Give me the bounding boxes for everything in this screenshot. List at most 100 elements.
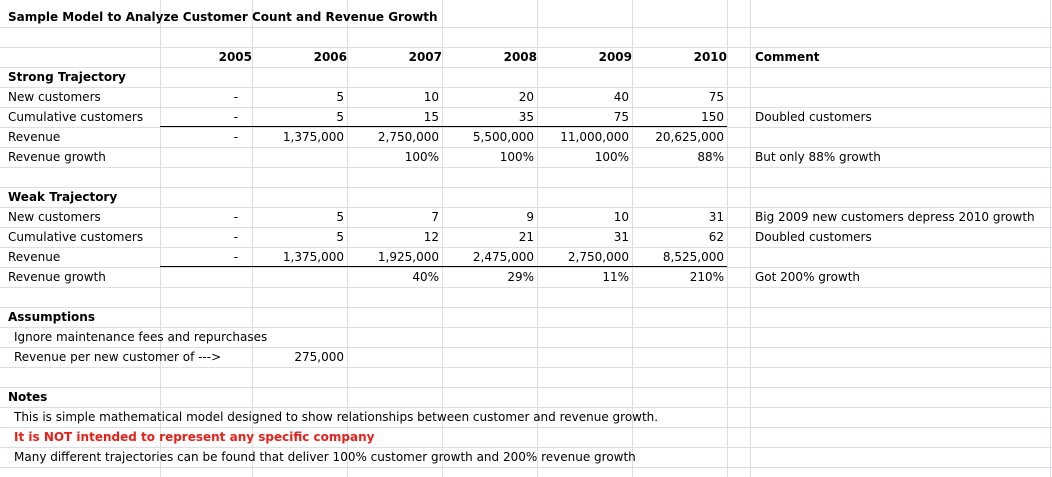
row-gridline <box>0 287 1052 288</box>
row-label: Revenue <box>8 130 61 144</box>
row-gridline <box>0 267 1052 268</box>
cell-value: 1,925,000 <box>377 250 439 264</box>
year-header-2005: 2005 <box>218 50 252 64</box>
note-warning: It is NOT intended to represent any spec… <box>14 430 375 444</box>
row-label: Cumulative customers <box>8 110 144 124</box>
row-gridline <box>0 367 1052 368</box>
row-gridline <box>0 467 1052 468</box>
year-header-2006: 2006 <box>313 50 347 64</box>
cell-value: 29% <box>507 270 534 284</box>
year-header-2009: 2009 <box>598 50 632 64</box>
sum-border-line <box>160 126 727 127</box>
column-gridline <box>537 0 538 477</box>
cell-value: 2,750,000 <box>567 250 629 264</box>
cell-value: 5 <box>336 230 344 244</box>
revenue-per-customer-value: 275,000 <box>294 350 344 364</box>
cell-value: 100% <box>499 150 534 164</box>
assumption-line: Ignore maintenance fees and repurchases <box>14 330 268 344</box>
row-gridline <box>0 87 1052 88</box>
note-line: Many different trajectories can be found… <box>14 450 636 464</box>
row-label: New customers <box>8 210 101 224</box>
row-label: New customers <box>8 90 101 104</box>
row-label: Cumulative customers <box>8 230 144 244</box>
row-gridline <box>0 227 1052 228</box>
column-gridline <box>347 0 348 477</box>
cell-value: 10 <box>613 210 629 224</box>
cell-value: 12 <box>423 230 439 244</box>
row-gridline <box>0 387 1052 388</box>
cell-value: 40% <box>412 270 439 284</box>
sheet-title: Sample Model to Analyze Customer Count a… <box>8 10 438 24</box>
row-comment: Doubled customers <box>755 230 872 244</box>
comment-header: Comment <box>755 50 820 64</box>
column-gridline <box>632 0 633 477</box>
row-gridline <box>0 47 1052 48</box>
cell-value: 31 <box>708 210 724 224</box>
strong-trajectory-heading: Strong Trajectory <box>8 70 126 84</box>
cell-value: 40 <box>613 90 629 104</box>
cell-value: 11% <box>602 270 629 284</box>
cell-value: - <box>233 130 238 144</box>
row-comment: Got 200% growth <box>755 270 861 284</box>
row-gridline <box>0 147 1052 148</box>
cell-value: 62 <box>708 230 724 244</box>
column-gridline <box>160 0 161 477</box>
row-gridline <box>0 67 1052 68</box>
cell-value: 100% <box>404 150 439 164</box>
cell-value: 2,750,000 <box>377 130 439 144</box>
sum-border-line <box>160 266 727 267</box>
row-gridline <box>0 187 1052 188</box>
row-gridline <box>0 327 1052 328</box>
row-comment: Doubled customers <box>755 110 872 124</box>
row-gridline <box>0 407 1052 408</box>
column-gridline <box>252 0 253 477</box>
row-comment: But only 88% growth <box>755 150 881 164</box>
cell-value: 210% <box>689 270 724 284</box>
cell-value: 2,475,000 <box>472 250 534 264</box>
cell-value: 7 <box>431 210 439 224</box>
cell-value: 75 <box>613 110 629 124</box>
cell-value: 88% <box>697 150 724 164</box>
column-gridline <box>750 0 751 477</box>
row-label: Revenue growth <box>8 150 106 164</box>
note-line: This is simple mathematical model design… <box>14 410 659 424</box>
cell-value: 11,000,000 <box>560 130 629 144</box>
row-gridline <box>0 247 1052 248</box>
cell-value: 5,500,000 <box>472 130 534 144</box>
row-gridline <box>0 347 1052 348</box>
column-gridline <box>442 0 443 477</box>
cell-value: 35 <box>518 110 534 124</box>
cell-value: 100% <box>594 150 629 164</box>
row-gridline <box>0 107 1052 108</box>
cell-value: 31 <box>613 230 629 244</box>
row-gridline <box>0 447 1052 448</box>
column-gridline <box>1050 0 1051 477</box>
cell-value: 21 <box>518 230 534 244</box>
cell-value: 150 <box>701 110 724 124</box>
cell-value: 5 <box>336 90 344 104</box>
row-gridline <box>0 307 1052 308</box>
cell-value: 5 <box>336 210 344 224</box>
weak-trajectory-heading: Weak Trajectory <box>8 190 118 204</box>
row-gridline <box>0 127 1052 128</box>
cell-value: - <box>233 110 238 124</box>
year-header-2008: 2008 <box>503 50 537 64</box>
year-header-2010: 2010 <box>693 50 727 64</box>
cell-value: 8,525,000 <box>662 250 724 264</box>
row-gridline <box>0 167 1052 168</box>
assumption-line: Revenue per new customer of ---> <box>14 350 222 364</box>
cell-value: 10 <box>423 90 439 104</box>
cell-value: - <box>233 250 238 264</box>
cell-value: - <box>233 210 238 224</box>
cell-value: 1,375,000 <box>282 130 344 144</box>
cell-value: - <box>233 90 238 104</box>
row-gridline <box>0 207 1052 208</box>
cell-value: 9 <box>526 210 534 224</box>
cell-value: 20 <box>518 90 534 104</box>
row-comment: Big 2009 new customers depress 2010 grow… <box>755 210 1035 224</box>
cell-value: - <box>233 230 238 244</box>
cell-value: 15 <box>423 110 439 124</box>
row-gridline <box>0 427 1052 428</box>
cell-value: 20,625,000 <box>655 130 724 144</box>
